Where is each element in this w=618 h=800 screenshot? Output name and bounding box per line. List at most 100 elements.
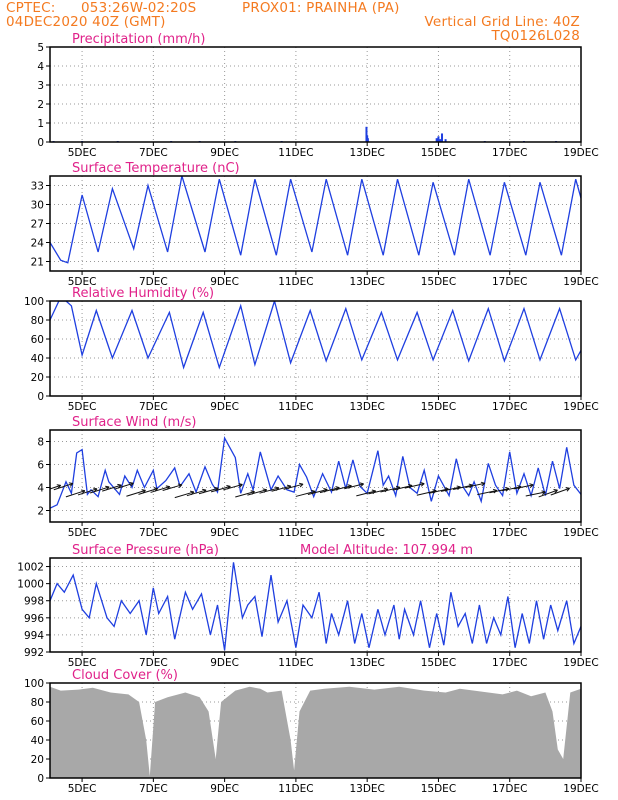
wind-arrow [428, 488, 449, 494]
wind-arrow [453, 484, 473, 490]
wind-arrow [356, 490, 376, 497]
y-tick-label: 0 [37, 137, 44, 149]
x-tick-label: 9DEC [210, 783, 239, 795]
wind-arrow [114, 482, 134, 490]
y-tick-label: 8 [37, 437, 44, 449]
y-tick-label: 0 [37, 391, 44, 403]
wind-arrow-head [286, 484, 292, 487]
wind-arrow-head [117, 483, 122, 486]
x-tick-label: 17DEC [492, 783, 527, 795]
x-tick-label: 19DEC [563, 657, 598, 669]
panel-frame [49, 175, 582, 272]
wind-arrow-head [299, 483, 304, 488]
wind-arrow [162, 484, 183, 491]
wind-arrow [416, 490, 437, 496]
wind-arrow [138, 488, 158, 495]
x-tick-label: 9DEC [210, 527, 239, 539]
wind-arrow [259, 487, 279, 494]
panel-wind: 2 4 6 8 5DEC 7DEC 9DEC 11DEC 13DEC 15DEC 17DEC 19DE… [37, 415, 598, 539]
wind-arrow-head [165, 485, 170, 488]
y-tick-label: 998 [24, 596, 44, 608]
wind-arrow-head [492, 488, 498, 491]
panel-title: Surface Pressure (hPa) [72, 543, 219, 558]
wind-arrow [344, 483, 364, 490]
x-tick-label: 9DEC [210, 276, 239, 288]
wind-arrow-head [153, 487, 158, 490]
y-tick-label: 40 [31, 735, 44, 747]
wind-arrow-head [178, 484, 183, 488]
y-tick-label: 6 [37, 460, 44, 472]
wind-arrow-head [481, 482, 486, 487]
wind-arrow-head [311, 489, 316, 492]
cloud-area [50, 686, 581, 778]
wind-arrow-head [480, 481, 485, 484]
y-tick-label: 21 [31, 257, 44, 269]
wind-arrow-head [177, 483, 182, 486]
wind-arrow [368, 488, 388, 495]
x-tick-label: 17DEC [492, 527, 527, 539]
x-tick-label: 9DEC [210, 657, 239, 669]
wind-arrow-head [395, 485, 401, 488]
x-tick-label: 9DEC [210, 147, 239, 159]
wind-arrow [271, 485, 292, 492]
x-tick-label: 11DEC [278, 401, 313, 413]
x-tick-label: 7DEC [139, 276, 168, 288]
wind-arrow-head [68, 482, 73, 485]
wind-arrow-head [371, 489, 376, 492]
x-tick-label: 7DEC [139, 527, 168, 539]
y-tick-label: 24 [31, 238, 45, 250]
wind-arrow [307, 488, 328, 495]
y-tick-label: 5 [37, 42, 44, 54]
wind-arrow [247, 489, 267, 496]
y-tick-label: 4 [37, 483, 44, 495]
panel-frame [49, 429, 582, 523]
header-coordinates: 053:26W-02:20S [81, 0, 197, 16]
wind-arrow-head [383, 487, 388, 490]
wind-arrow [89, 486, 110, 494]
wind-arrow [235, 491, 255, 498]
wind-arrow-head [517, 485, 522, 488]
x-tick-label: 19DEC [563, 783, 598, 795]
model-altitude: Model Altitude: 107.994 m [300, 543, 473, 558]
pressure-line [50, 562, 581, 651]
x-tick-label: 11DEC [278, 527, 313, 539]
y-tick-label: 994 [24, 630, 44, 642]
wind-arrow [550, 487, 570, 496]
x-tick-label: 9DEC [210, 401, 239, 413]
y-tick-label: 0 [37, 773, 44, 785]
x-tick-label: 13DEC [349, 657, 384, 669]
wind-arrow-head [80, 489, 86, 492]
y-tick-label: 20 [31, 372, 44, 384]
x-tick-label: 17DEC [492, 657, 527, 669]
x-tick-label: 15DEC [421, 783, 456, 795]
x-tick-label: 15DEC [421, 527, 456, 539]
panel-frame [49, 300, 582, 397]
x-tick-label: 13DEC [349, 527, 384, 539]
temperature-line [50, 176, 581, 264]
y-tick-label: 100 [24, 296, 44, 308]
y-tick-label: 1002 [17, 562, 44, 574]
wind-arrow-head [56, 484, 61, 486]
wind-arrow [319, 487, 340, 494]
x-tick-label: 15DEC [421, 401, 456, 413]
wind-arrow [380, 486, 401, 493]
x-tick-label: 19DEC [563, 401, 598, 413]
x-tick-label: 5DEC [68, 401, 97, 413]
wind-arrow [150, 486, 170, 493]
header-station: PROX01: PRAINHA (PA) [242, 0, 400, 16]
wind-arrow-head [130, 482, 134, 487]
y-tick-label: 40 [31, 353, 44, 365]
wind-arrow-head [335, 486, 340, 489]
x-tick-label: 13DEC [349, 783, 384, 795]
x-tick-label: 13DEC [349, 401, 384, 413]
precip-bar [439, 139, 442, 142]
x-tick-label: 15DEC [421, 276, 456, 288]
y-tick-label: 27 [31, 219, 44, 231]
wind-arrow-head [359, 482, 364, 485]
wind-arrow-head [444, 487, 449, 490]
x-tick-label: 13DEC [349, 147, 384, 159]
wind-arrow [198, 487, 219, 495]
x-tick-label: 7DEC [139, 147, 168, 159]
header-source: CPTEC: [6, 0, 56, 16]
